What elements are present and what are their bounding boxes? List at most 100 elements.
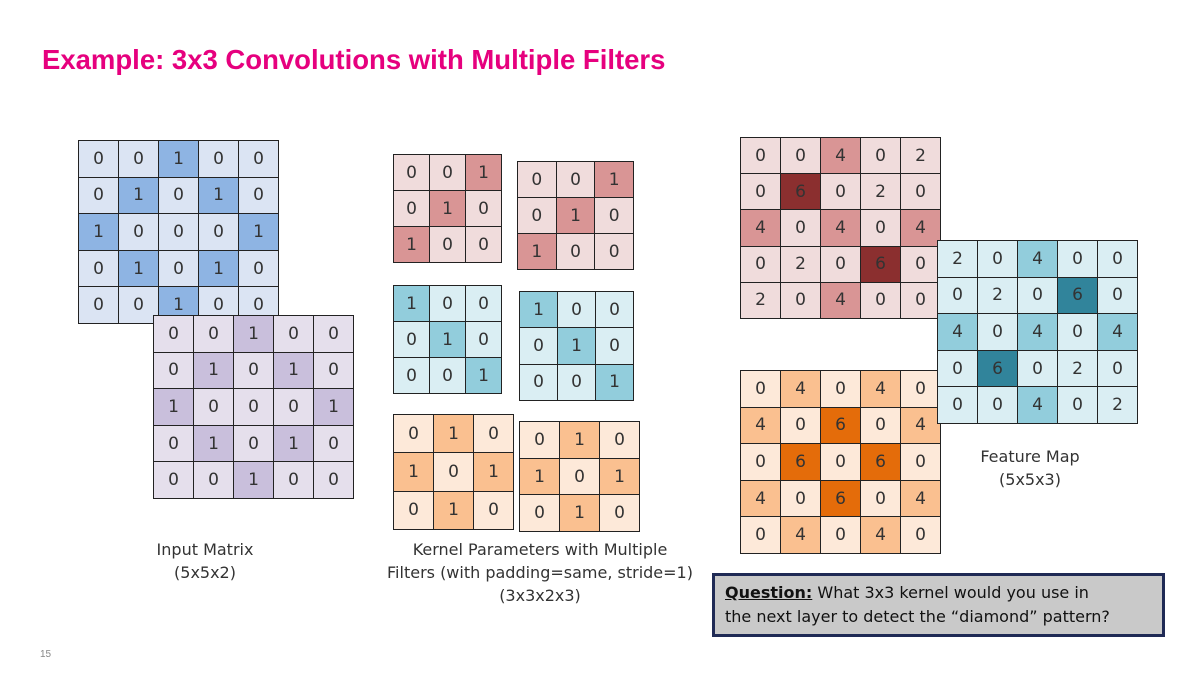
matrix-cell: 1: [560, 495, 600, 533]
matrix-cell: 4: [1098, 314, 1138, 351]
matrix-cell: 0: [600, 495, 640, 533]
matrix-cell: 0: [560, 458, 600, 496]
matrix-cell: 0: [466, 286, 502, 322]
matrix-cell: 0: [821, 517, 861, 554]
matrix-cell: 1: [79, 214, 119, 251]
matrix-cell: 1: [239, 214, 279, 251]
matrix-cell: 1: [556, 198, 596, 234]
matrix-cell: 0: [314, 425, 354, 463]
matrix-cell: 0: [978, 314, 1018, 351]
matrix-cell: 0: [430, 155, 466, 191]
matrix-cell: 4: [938, 314, 978, 351]
matrix-cell: 1: [119, 250, 159, 288]
matrix-cell: 0: [938, 387, 978, 424]
matrix-cell: 4: [901, 480, 941, 518]
matrix-cell: 1: [518, 234, 557, 270]
matrix-cell: 0: [781, 480, 821, 518]
matrix-cell: 0: [234, 425, 274, 463]
matrix-cell: 1: [434, 415, 474, 454]
matrix-cell: 0: [159, 250, 199, 288]
matrix-cell: 4: [781, 517, 821, 554]
matrix-cell: 0: [741, 174, 781, 211]
matrix-cell: 1: [194, 425, 234, 463]
matrix-cell: 0: [518, 198, 557, 234]
matrix-cell: 4: [821, 282, 861, 319]
matrix-cell: 0: [1018, 277, 1058, 315]
matrix-cell: 0: [558, 364, 596, 401]
matrix-cell: 0: [1098, 277, 1138, 315]
matrix-cell: 0: [595, 234, 635, 270]
input-caption: Input Matrix (5x5x2): [125, 538, 285, 584]
question-label: Question:: [725, 583, 813, 602]
matrix-cell: 0: [821, 444, 861, 481]
matrix-cell: 0: [901, 371, 941, 408]
matrix-cell: 4: [741, 407, 781, 445]
slide-title: Example: 3x3 Convolutions with Multiple …: [42, 44, 666, 75]
matrix-cell: 4: [1018, 241, 1058, 278]
matrix-cell: 1: [314, 389, 354, 426]
matrix-cell: 0: [466, 227, 502, 263]
matrix-cell: 0: [430, 227, 466, 263]
kernel-caption-line-1: Kernel Parameters with Multiple: [412, 540, 668, 559]
matrix-cell: 0: [79, 250, 119, 288]
matrix-cell: 0: [558, 292, 596, 329]
matrix-cell: 0: [430, 286, 466, 322]
matrix-cell: 0: [518, 162, 557, 198]
matrix-cell: 0: [79, 177, 119, 215]
matrix-cell: 0: [466, 191, 502, 227]
matrix-cell: 2: [901, 138, 941, 175]
matrix-cell: 4: [861, 517, 901, 554]
matrix-cell: 4: [741, 480, 781, 518]
matrix-cell: 0: [274, 389, 314, 426]
matrix-cell: 0: [741, 371, 781, 408]
matrix-cell: 2: [781, 246, 821, 283]
matrix-cell: 0: [119, 287, 159, 324]
matrix-cell: 0: [938, 350, 978, 388]
matrix-cell: 4: [781, 371, 821, 408]
matrix-cell: 0: [79, 287, 119, 324]
question-line-2: the next layer to detect the “diamond” p…: [725, 607, 1110, 626]
input-caption-line-1: Input Matrix: [156, 540, 254, 559]
matrix-cell: 0: [1058, 241, 1098, 278]
matrix-cell: 1: [394, 286, 430, 322]
matrix-cell: 0: [1098, 350, 1138, 388]
matrix-cell: 0: [741, 517, 781, 554]
matrix-cell: 2: [741, 282, 781, 319]
matrix-cell: 1: [430, 322, 466, 358]
matrix-cell: 0: [314, 352, 354, 390]
matrix-cell: 0: [741, 444, 781, 481]
matrix-cell: 1: [159, 141, 199, 178]
matrix-cell: 0: [861, 138, 901, 175]
matrix-cell: 0: [474, 415, 514, 454]
matrix-cell: 1: [560, 422, 600, 459]
matrix-cell: 0: [978, 241, 1018, 278]
matrix-cell: 0: [394, 191, 430, 227]
matrix-cell: 0: [274, 462, 314, 499]
matrix-cell: 2: [938, 241, 978, 278]
matrix-cell: 4: [861, 371, 901, 408]
matrix-cell: 1: [394, 453, 434, 492]
matrix-cell: 1: [600, 458, 640, 496]
matrix-cell: 0: [520, 328, 558, 365]
matrix-cell: 1: [430, 191, 466, 227]
matrix-cell: 0: [274, 316, 314, 353]
matrix-cell: 4: [1018, 387, 1058, 424]
matrix-cell: 1: [119, 177, 159, 215]
matrix-cell: 0: [199, 141, 239, 178]
matrix-cell: 0: [901, 444, 941, 481]
matrix-cell: 6: [1058, 277, 1098, 315]
input-caption-line-2: (5x5x2): [174, 563, 236, 583]
matrix-cell: 1: [520, 292, 558, 329]
matrix-cell: 0: [394, 415, 434, 454]
matrix-cell: 0: [741, 138, 781, 175]
matrix-cell: 0: [556, 162, 596, 198]
question-line-1: Question: What 3x3 kernel would you use …: [725, 581, 1154, 605]
matrix-cell: 2: [978, 277, 1018, 315]
matrix-cell: 0: [434, 453, 474, 492]
feature-caption-line-1: Feature Map: [980, 447, 1080, 466]
